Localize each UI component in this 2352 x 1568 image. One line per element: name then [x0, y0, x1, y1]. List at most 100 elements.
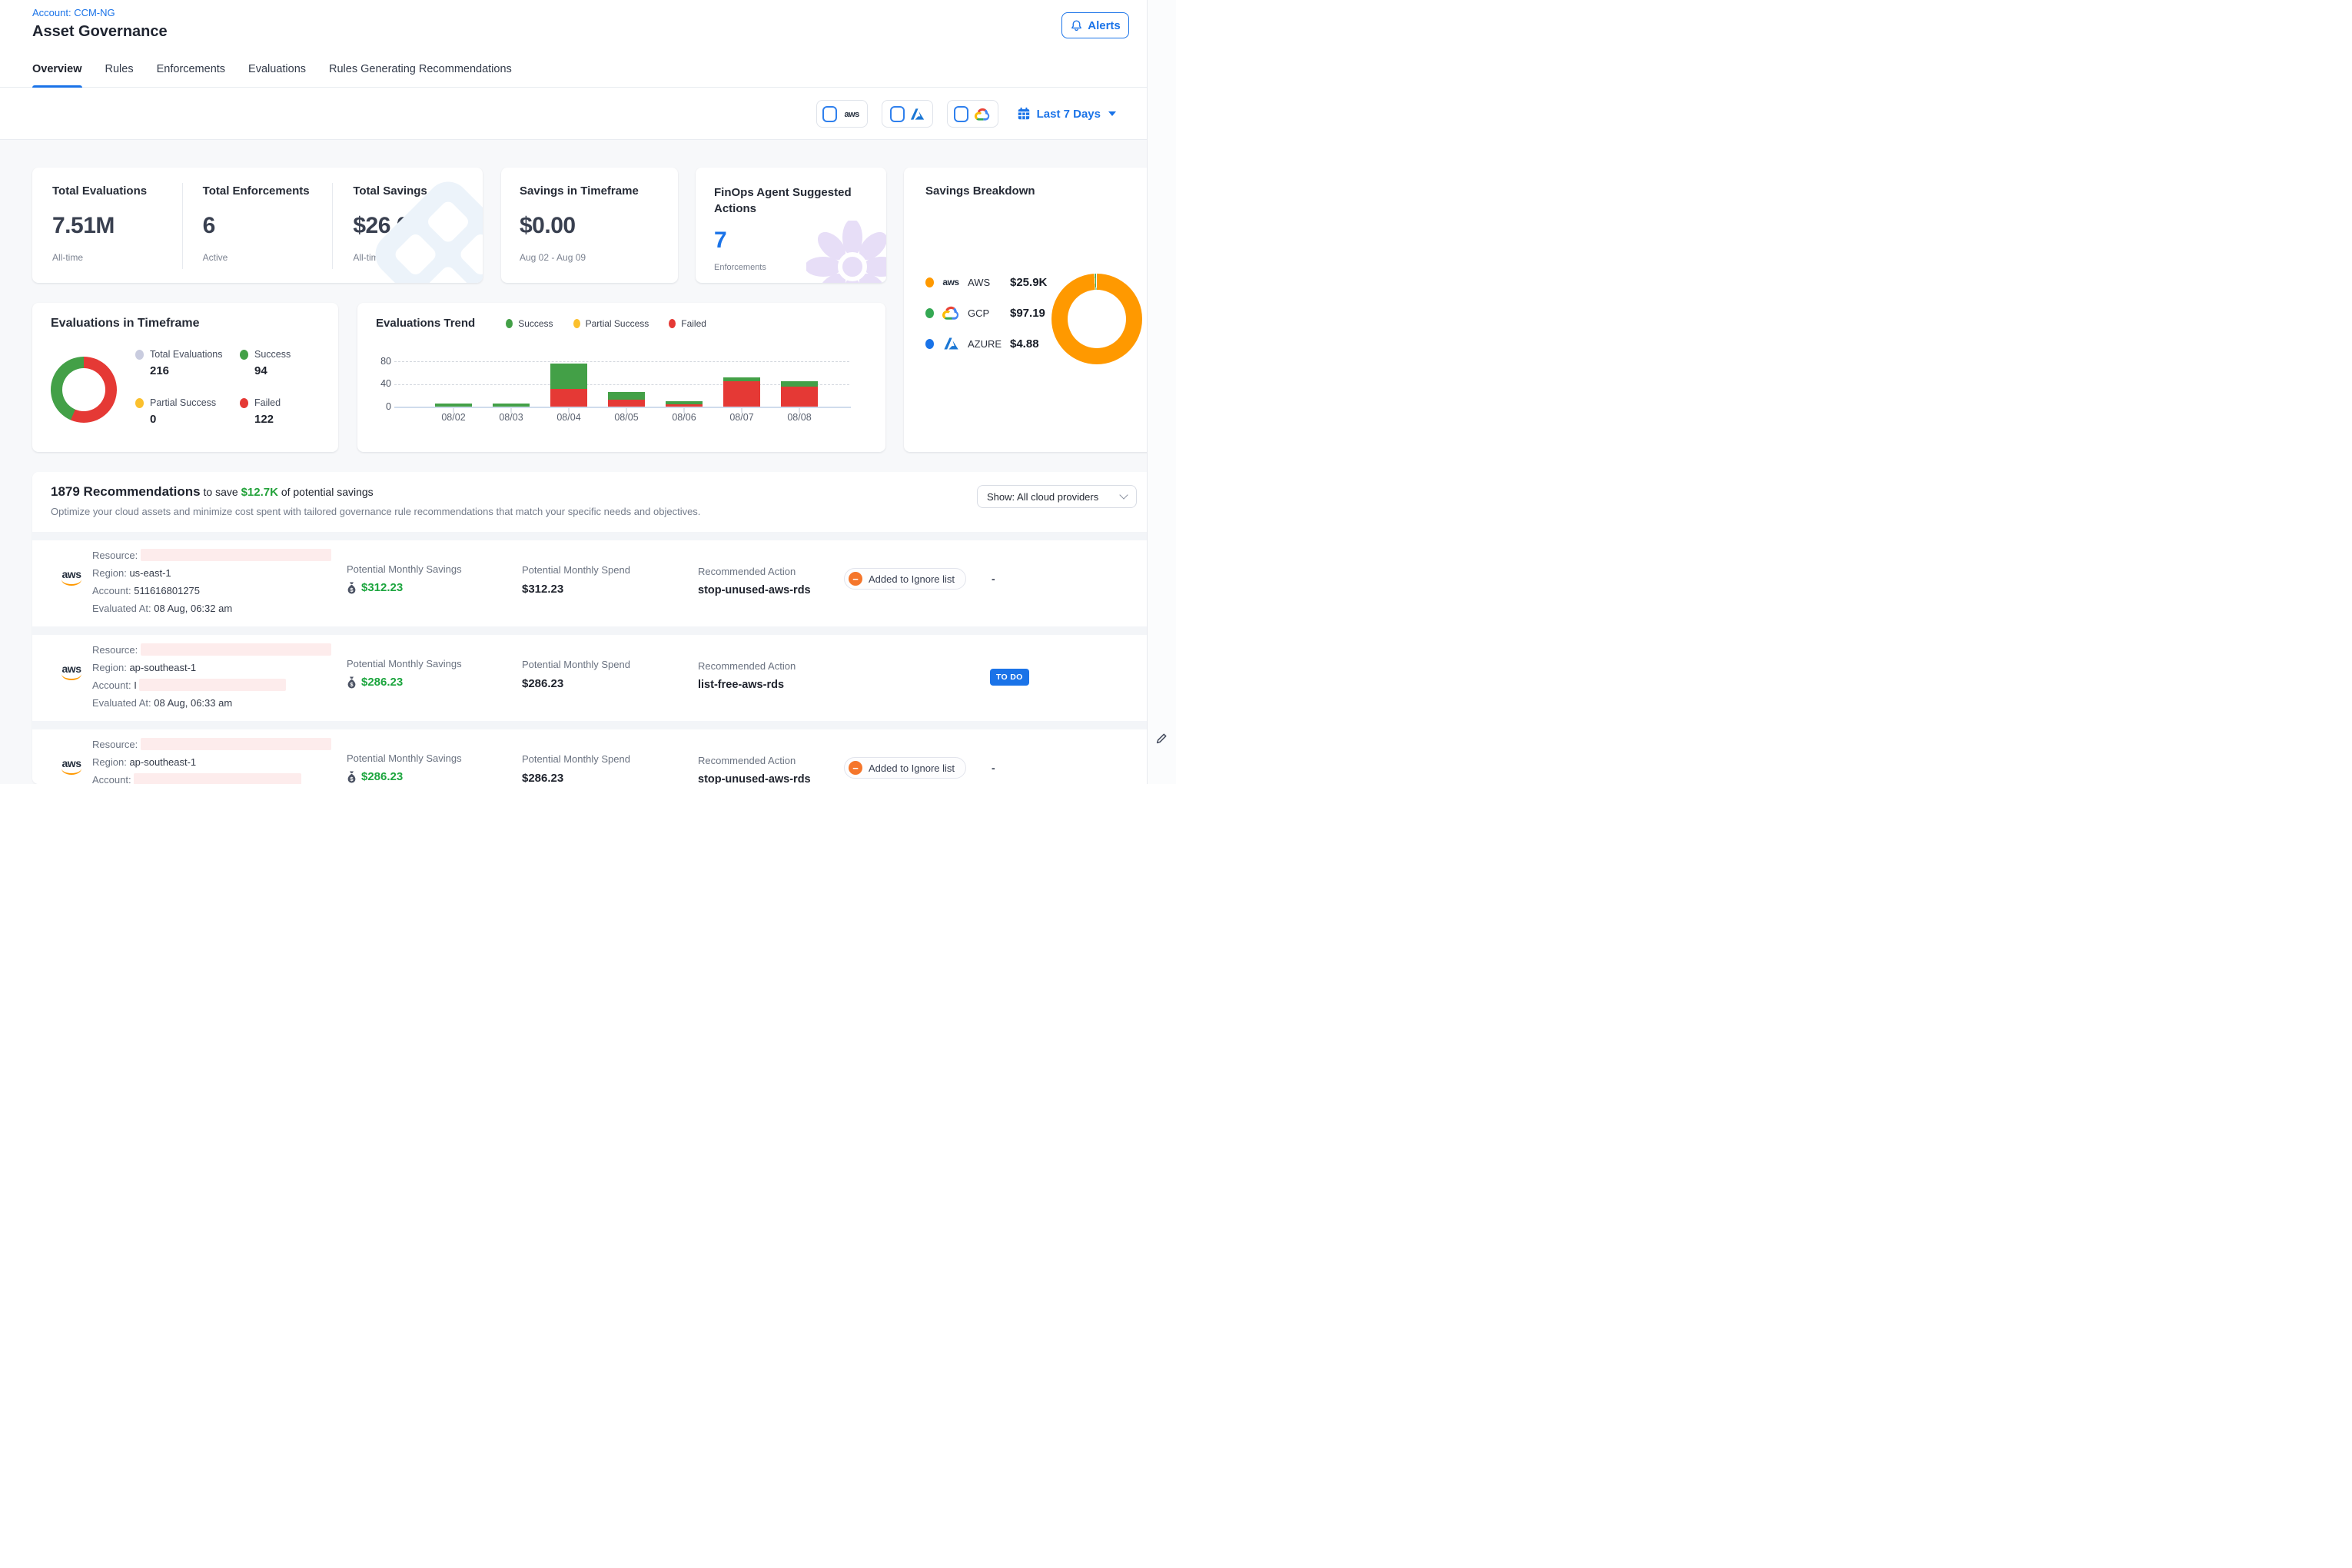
- bar-segment-success: [493, 404, 530, 407]
- provider-name: GCP: [968, 307, 1003, 319]
- bar-segment-success: [435, 404, 472, 407]
- empty-value-dash: -: [992, 573, 995, 585]
- chevron-down-icon: [1119, 490, 1128, 499]
- minus-icon: −: [849, 761, 862, 775]
- card-title: Savings Breakdown: [925, 184, 1134, 198]
- gcp-filter-toggle[interactable]: [947, 100, 998, 128]
- redacted-resource: [141, 549, 331, 561]
- bar-segment-success: [723, 377, 760, 381]
- date-range-selector[interactable]: Last 7 Days: [1017, 107, 1116, 121]
- summary-stats-card: Total Evaluations 7.51M All-time Total E…: [32, 168, 483, 283]
- aws-logo-icon: aws: [941, 275, 961, 289]
- recommendations-section: 1879 Recommendations to save $12.7K of p…: [32, 472, 1155, 784]
- savings-breakdown-donut-chart: [1051, 274, 1142, 364]
- calendar-icon: [1017, 107, 1031, 121]
- tab-evaluations[interactable]: Evaluations: [248, 51, 306, 87]
- aws-logo-icon: aws: [60, 570, 83, 586]
- evaluated-value: 08 Aug, 06:33 am: [154, 697, 232, 709]
- trend-bar-08/03: [493, 361, 530, 407]
- evaluations-in-timeframe-card: Evaluations in Timeframe Total Evaluatio…: [32, 303, 338, 452]
- provider-amount: $4.88: [1010, 337, 1039, 350]
- right-side-rail: [1147, 0, 1176, 784]
- added-to-ignore-list-badge[interactable]: − Added to Ignore list: [844, 568, 966, 590]
- redacted-resource: [141, 643, 331, 656]
- stat-value: 7.51M: [52, 213, 162, 239]
- recommendation-row: aws Resource: Region: ap-southeast-1 Acc…: [32, 729, 1155, 784]
- potential-monthly-spend: Potential Monthly Spend $312.23: [522, 564, 630, 596]
- x-axis-label: 08/04: [546, 412, 592, 423]
- page-title: Asset Governance: [32, 23, 168, 41]
- provider-name: AWS: [968, 277, 1003, 288]
- alerts-button[interactable]: Alerts: [1061, 12, 1129, 38]
- bar-segment-failed: [608, 400, 645, 407]
- azure-checkbox[interactable]: [890, 106, 905, 122]
- card-title: Savings in Timeframe: [520, 184, 659, 198]
- stat-title: Total Evaluations: [52, 184, 162, 198]
- date-range-label: Last 7 Days: [1037, 108, 1101, 121]
- savings-value: $312.23: [361, 581, 403, 594]
- tab-overview[interactable]: Overview: [32, 51, 82, 87]
- tab-rules[interactable]: Rules: [105, 51, 134, 87]
- failed-dot-icon: [240, 398, 248, 408]
- evaluations-legend: Total Evaluations 216 Success 94 Partial…: [135, 349, 291, 426]
- tab-enforcements[interactable]: Enforcements: [157, 51, 225, 87]
- x-axis-label: 08/08: [776, 412, 822, 423]
- tab-rules-generating-recommendations[interactable]: Rules Generating Recommendations: [329, 51, 512, 87]
- ignore-badge-label: Added to Ignore list: [869, 762, 955, 774]
- region-value: ap-southeast-1: [129, 662, 196, 673]
- potential-monthly-savings: Potential Monthly Savings $$312.23: [347, 563, 462, 594]
- y-axis-tick: 0: [365, 401, 391, 412]
- recommended-action: Recommended Action stop-unused-aws-rds: [698, 566, 811, 596]
- evaluated-value: 08 Aug, 06:32 am: [154, 603, 232, 614]
- savings-value: $286.23: [361, 770, 403, 783]
- empty-value-dash: -: [992, 762, 995, 774]
- azure-logo-icon: [910, 108, 925, 121]
- trend-bar-chart: 08/0208/0308/0408/0508/0608/0708/08: [400, 361, 845, 407]
- stat-caption: All-time: [52, 252, 162, 263]
- aws-dot-icon: [925, 277, 934, 287]
- bell-icon: [1070, 19, 1083, 32]
- card-title: Evaluations Trend: [376, 317, 475, 330]
- gcp-logo-icon: [941, 305, 961, 321]
- failed-dot-icon: [669, 319, 676, 328]
- recommendations-subtitle: Optimize your cloud assets and minimize …: [51, 506, 1137, 517]
- breakdown-legend-azure: AZURE $4.88: [925, 337, 1047, 350]
- aws-logo-icon: aws: [60, 664, 83, 680]
- evaluations-donut-chart: [51, 357, 117, 423]
- card-title: FinOps Agent Suggested Actions: [714, 184, 852, 217]
- partial-dot-icon: [573, 319, 580, 328]
- total-dot-icon: [135, 350, 144, 360]
- pencil-edit-icon[interactable]: [1155, 732, 1168, 749]
- partial-dot-icon: [135, 398, 144, 408]
- aws-filter-toggle[interactable]: aws: [816, 100, 868, 128]
- finops-agent-card: FinOps Agent Suggested Actions 7 Enforce…: [696, 168, 886, 283]
- todo-badge[interactable]: TO DO: [990, 669, 1029, 686]
- account-breadcrumb-link[interactable]: Account: CCM-NG: [32, 7, 115, 18]
- azure-filter-toggle[interactable]: [882, 100, 933, 128]
- legend-partial-success: Partial Success: [573, 318, 649, 329]
- azure-logo-icon: [941, 337, 961, 350]
- potential-savings-amount: $12.7K: [241, 486, 278, 499]
- gcp-checkbox[interactable]: [954, 106, 968, 122]
- asset-governance-page: Account: CCM-NG Asset Governance Alerts …: [0, 0, 1176, 784]
- total-enforcements-stat: Total Enforcements 6 Active: [182, 183, 333, 269]
- bar-segment-failed: [723, 381, 760, 407]
- resource-info: Resource: Region: ap-southeast-1 Account…: [92, 736, 331, 784]
- action-value: stop-unused-aws-rds: [698, 773, 811, 784]
- added-to-ignore-list-badge[interactable]: − Added to Ignore list: [844, 757, 966, 779]
- aws-checkbox[interactable]: [822, 106, 837, 122]
- bar-segment-failed: [781, 387, 818, 407]
- aws-logo-icon: aws: [60, 759, 83, 775]
- region-value: ap-southeast-1: [129, 756, 196, 768]
- resource-info: Resource: Region: us-east-1 Account: 511…: [92, 546, 331, 617]
- spend-value: $286.23: [522, 772, 630, 784]
- legend-total-evaluations: Total Evaluations 216: [135, 349, 240, 377]
- legend-success: Success: [506, 318, 553, 329]
- cloud-provider-filter-select[interactable]: Show: All cloud providers: [977, 485, 1137, 508]
- trend-bar-08/06: [666, 361, 703, 407]
- y-axis-tick: 80: [365, 356, 391, 367]
- recommendations-header: 1879 Recommendations to save $12.7K of p…: [32, 472, 1155, 532]
- stat-title: Total Enforcements: [203, 184, 313, 198]
- legend-failed: Failed: [669, 318, 706, 329]
- trend-bar-08/02: [435, 361, 472, 407]
